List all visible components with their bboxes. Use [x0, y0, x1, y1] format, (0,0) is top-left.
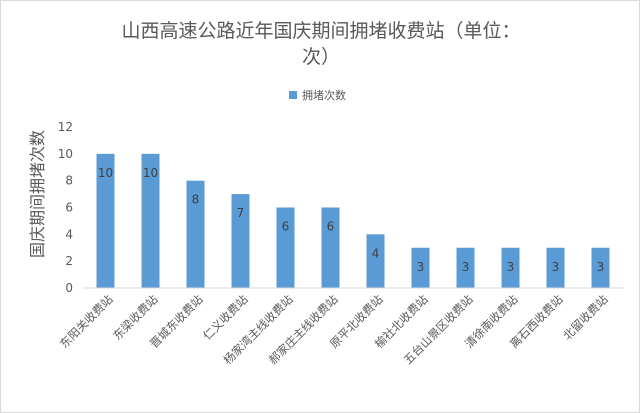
- bar-data-label: 3: [552, 260, 560, 274]
- y-axis-label: 国庆期间拥堵次数: [28, 130, 47, 258]
- bar-data-label: 3: [417, 260, 425, 274]
- bar-data-label: 3: [597, 260, 605, 274]
- bar: [501, 247, 520, 288]
- bar: [411, 247, 430, 288]
- bar-data-label: 3: [462, 260, 470, 274]
- legend-swatch: [289, 91, 297, 99]
- bar: [141, 153, 160, 288]
- bar-data-label: 6: [282, 220, 290, 234]
- x-axis-categories: 东阳关收费站东梁收费站晋城东收费站仁义收费站杨家湾主线收费站郝家庄主线收费站原平…: [57, 292, 611, 367]
- data-labels-group: 10 10 8 7 6 6 4 3 3 3 3 3: [98, 166, 604, 274]
- x-category-label: 东阳关收费站: [57, 292, 116, 351]
- bar-data-label: 7: [237, 206, 245, 220]
- bar: [276, 207, 295, 288]
- y-tick-label: 12: [58, 120, 73, 134]
- bar-data-label: 6: [327, 220, 335, 234]
- bar-data-label: 10: [143, 166, 158, 180]
- bar: [456, 247, 475, 288]
- bar: [546, 247, 565, 288]
- bar-data-label: 4: [372, 246, 380, 260]
- y-axis-ticks: 0 2 4 6 8 10 12: [58, 120, 73, 295]
- bar-data-label: 3: [507, 260, 515, 274]
- y-tick-label: 4: [65, 227, 73, 241]
- chart-title-line-1: 山西高速公路近年国庆期间拥堵收费站（单位：: [121, 20, 520, 42]
- bar-data-label: 8: [192, 193, 200, 207]
- y-tick-label: 0: [65, 281, 73, 295]
- y-tick-label: 10: [58, 147, 73, 161]
- x-category-label: 北留收费站: [560, 292, 611, 343]
- bar: [186, 180, 205, 288]
- bar: [591, 247, 610, 288]
- bar: [231, 194, 250, 288]
- y-tick-label: 2: [65, 254, 73, 268]
- bar: [321, 207, 340, 288]
- bar: [96, 153, 115, 288]
- bar-data-label: 10: [98, 166, 113, 180]
- y-tick-label: 6: [65, 201, 73, 215]
- legend-label: 拥堵次数: [302, 88, 346, 102]
- bar: [366, 234, 385, 288]
- chart-title-line-2: 次）: [302, 46, 340, 68]
- y-tick-label: 8: [65, 174, 73, 188]
- bars-group: [96, 153, 610, 288]
